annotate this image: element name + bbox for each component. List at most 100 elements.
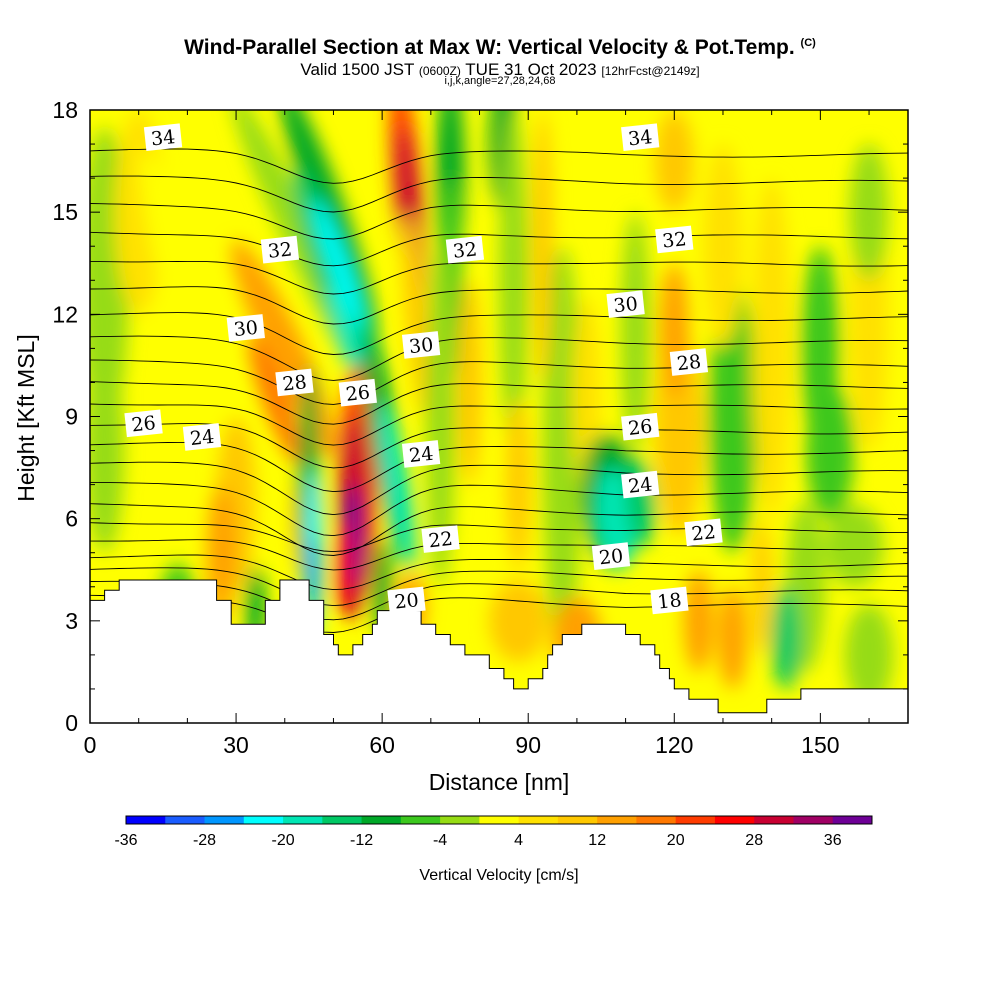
field-cell xyxy=(718,586,748,689)
theta-label: 24 xyxy=(401,440,441,468)
x-axis: 0 30 60 90 120 150 xyxy=(84,110,870,758)
field-cell xyxy=(457,280,482,485)
colorbar-frame xyxy=(125,815,873,825)
colorbar-tick-label: -12 xyxy=(350,832,373,849)
colorbar-swatch xyxy=(400,816,441,824)
theta-label-text: 24 xyxy=(408,443,434,467)
colorbar-swatch xyxy=(675,816,716,824)
theta-label-text: 20 xyxy=(393,589,419,613)
forecast-info: [12hrFcst@2149z] xyxy=(601,64,700,78)
field-cell xyxy=(90,348,125,553)
theta-contour xyxy=(90,203,908,240)
x-tick-label: 30 xyxy=(223,732,249,758)
colorbar-swatch xyxy=(597,816,637,824)
theta-label: 20 xyxy=(591,542,631,570)
colorbar-swatch xyxy=(636,816,677,824)
colorbar-swatch xyxy=(283,816,323,824)
theta-label: 34 xyxy=(621,123,660,152)
theta-label: 34 xyxy=(143,123,183,152)
colorbar-swatch xyxy=(126,816,166,824)
colorbar-swatch xyxy=(714,816,755,824)
chart-subtitle: Valid 1500 JST (0600Z) TUE 31 Oct 2023 [… xyxy=(0,60,1000,80)
field-cell xyxy=(849,144,889,281)
colorbar-swatch xyxy=(557,816,598,824)
theta-contour xyxy=(90,554,908,591)
theta-label: 20 xyxy=(387,586,426,615)
theta-label-text: 22 xyxy=(690,521,716,545)
theta-label: 32 xyxy=(445,235,485,264)
field-cell xyxy=(703,144,743,349)
colorbar-swatch xyxy=(322,816,363,824)
theta-label: 22 xyxy=(684,518,723,547)
theta-contour xyxy=(90,482,908,537)
colorbar-tick-label: 12 xyxy=(588,832,606,849)
theta-label-text: 20 xyxy=(598,545,624,569)
colorbar-swatch xyxy=(440,816,480,824)
field-cell xyxy=(489,579,548,662)
copyright-mark: (C) xyxy=(800,37,816,49)
colorbar-tick-label: -20 xyxy=(272,832,295,849)
colorbar-swatch xyxy=(518,816,559,824)
theta-label: 26 xyxy=(338,378,377,407)
colorbar-tick-label: 4 xyxy=(514,832,523,849)
theta-labels: 34 34 32 32 32 30 30 30 28 28 26 26 26 24 24 24 22 22 20 20… xyxy=(124,123,723,615)
theta-label: 26 xyxy=(124,409,163,438)
field-cell xyxy=(708,280,758,553)
theta-contour xyxy=(90,423,908,469)
colorbar-swatch xyxy=(204,816,245,824)
field-cell xyxy=(425,246,456,587)
colorbar-swatch xyxy=(793,816,834,824)
theta-label: 26 xyxy=(621,412,660,441)
field-cell xyxy=(249,335,301,464)
theta-contour xyxy=(90,441,908,493)
colorbar-tick-label: 28 xyxy=(745,832,763,849)
theta-label-text: 32 xyxy=(267,238,293,262)
theta-label-text: 32 xyxy=(452,238,478,262)
colorbar-tick-label: 36 xyxy=(824,832,842,849)
theta-contour xyxy=(90,335,908,381)
y-tick-label: 18 xyxy=(52,97,78,123)
theta-label-text: 18 xyxy=(656,589,682,613)
x-tick-label: 60 xyxy=(369,732,395,758)
x-tick-label: 120 xyxy=(655,732,693,758)
colorbar-swatch xyxy=(361,816,402,824)
theta-label-text: 28 xyxy=(281,371,307,395)
theta-contour xyxy=(90,231,908,267)
x-tick-label: 150 xyxy=(801,732,839,758)
theta-label-text: 34 xyxy=(627,126,653,150)
field-cell xyxy=(402,212,431,417)
field-cell xyxy=(498,110,529,451)
x-tick-label: 90 xyxy=(515,732,541,758)
theta-label-text: 24 xyxy=(189,426,215,450)
theta-label-text: 22 xyxy=(427,528,453,552)
field-cell xyxy=(659,263,689,400)
colorbar-swatch xyxy=(832,816,873,824)
theta-label: 30 xyxy=(606,290,645,318)
theta-label: 28 xyxy=(275,368,314,397)
theta-label-text: 24 xyxy=(627,473,653,497)
x-tick-label: 0 xyxy=(84,732,97,758)
theta-contour xyxy=(90,286,908,325)
theta-contour xyxy=(90,461,908,516)
theta-label: 28 xyxy=(669,348,709,376)
theta-contour xyxy=(90,175,908,213)
colorbar-swatch xyxy=(165,816,206,824)
colorbar-tick-label: -36 xyxy=(114,832,137,849)
theta-contour xyxy=(90,580,908,621)
theta-contour xyxy=(90,522,908,553)
theta-label-text: 26 xyxy=(345,381,371,405)
theta-label: 24 xyxy=(182,423,222,451)
y-tick-label: 9 xyxy=(65,404,78,430)
field-cell xyxy=(805,382,855,519)
field-cell xyxy=(684,569,714,672)
colorbar-tick-label: -4 xyxy=(433,832,447,849)
theta-label-text: 28 xyxy=(676,351,702,375)
field-cell xyxy=(771,586,801,689)
theta-contour xyxy=(90,312,908,355)
field-cell xyxy=(825,505,884,587)
grid-info: i,j,k,angle=27,28,24,68 xyxy=(444,75,556,87)
theta-label: 18 xyxy=(650,586,689,615)
theta-label-text: 32 xyxy=(661,228,687,252)
y-tick-label: 15 xyxy=(52,199,78,225)
